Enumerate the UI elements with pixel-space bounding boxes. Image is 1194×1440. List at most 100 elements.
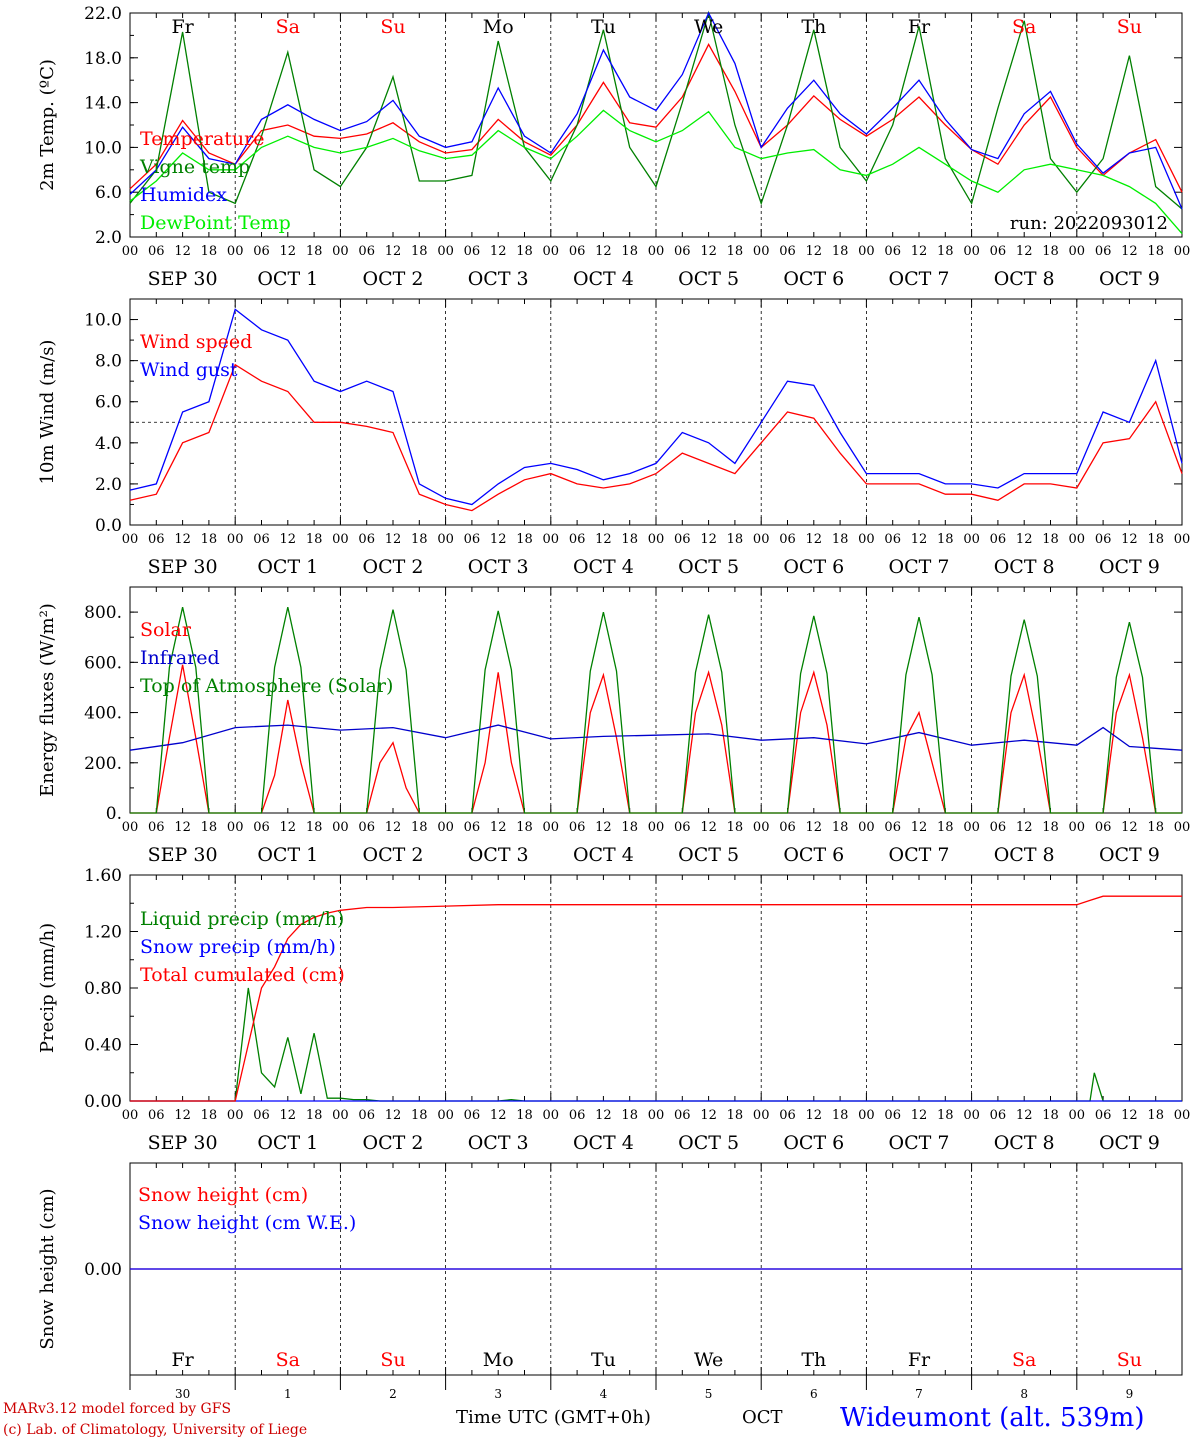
hour-tick-label: 18 — [727, 244, 744, 259]
hour-tick-label: 18 — [1042, 244, 1059, 259]
legend-entry: Temperature — [140, 128, 264, 150]
y-tick-label: 0.40 — [84, 1036, 122, 1056]
hour-tick-label: 12 — [1121, 532, 1138, 547]
hour-tick-label: 18 — [306, 820, 323, 835]
hour-tick-label: 00 — [1174, 244, 1191, 259]
hour-tick-label: 00 — [648, 1108, 665, 1123]
hour-tick-label: 06 — [884, 820, 901, 835]
day-number: 1 — [284, 1387, 292, 1401]
hour-tick-label: 18 — [937, 820, 954, 835]
day-number: 7 — [915, 1387, 923, 1401]
hour-tick-label: 12 — [700, 820, 717, 835]
hour-tick-label: 12 — [174, 244, 191, 259]
hour-tick-label: 06 — [464, 820, 481, 835]
series-line-2 — [129, 724, 1183, 751]
hour-tick-label: 06 — [253, 1108, 270, 1123]
date-label: OCT 3 — [468, 556, 529, 578]
hour-tick-label: 06 — [884, 1108, 901, 1123]
hour-tick-label: 06 — [779, 244, 796, 259]
legend-entry: Solar — [140, 619, 192, 641]
day-label-top: Mo — [483, 16, 514, 38]
hour-tick-label: 00 — [437, 532, 454, 547]
day-of-week-labels: Fr Fr 30 Sa Sa 1 Su Su 2 Mo Mo 3 Tu Tu 4 We We 5 Th Th 6 Fr Fr… — [129, 16, 1142, 1401]
hour-tick-label: 18 — [937, 244, 954, 259]
hour-tick-label: 06 — [253, 244, 270, 259]
hour-tick-label: 00 — [332, 532, 349, 547]
hour-tick-label: 18 — [201, 244, 218, 259]
legend-entry: DewPoint Temp — [140, 212, 291, 234]
date-label: OCT 8 — [994, 844, 1055, 866]
hour-tick-label: 12 — [385, 244, 402, 259]
hour-tick-label: 00 — [437, 1108, 454, 1123]
day-number: 3 — [494, 1387, 502, 1401]
hour-tick-label: 06 — [148, 244, 165, 259]
hour-tick-label: 12 — [280, 532, 297, 547]
date-label: OCT 4 — [573, 556, 634, 578]
hour-tick-label: 18 — [411, 244, 428, 259]
day-label-bottom: Fr — [171, 1349, 194, 1371]
y-tick-label: 14.0 — [84, 94, 122, 114]
legend-entry: Humidex — [140, 184, 227, 206]
hour-tick-label: 00 — [963, 820, 980, 835]
hour-tick-label: 00 — [1069, 1108, 1086, 1123]
hour-tick-label: 00 — [753, 1108, 770, 1123]
hour-tick-label: 06 — [253, 820, 270, 835]
hour-tick-label: 06 — [990, 244, 1007, 259]
hour-tick-label: 18 — [306, 532, 323, 547]
hour-tick-label: 00 — [1069, 820, 1086, 835]
footer: MARv3.12 model forced by GFS (c) Lab. of… — [3, 1401, 1144, 1438]
hour-tick-label: 18 — [727, 532, 744, 547]
hour-tick-label: 18 — [1147, 1108, 1164, 1123]
y-tick-label: 22.0 — [84, 4, 122, 24]
hour-tick-label: 06 — [148, 820, 165, 835]
hour-tick-label: 12 — [174, 1108, 191, 1123]
hour-tick-label: 12 — [385, 820, 402, 835]
day-label-bottom: Mo — [483, 1349, 514, 1371]
hour-tick-label: 00 — [227, 532, 244, 547]
hour-tick-label: 06 — [779, 820, 796, 835]
day-label-top: Su — [1117, 16, 1142, 38]
hour-tick-label: 18 — [516, 1108, 533, 1123]
hour-tick-label: 06 — [674, 532, 691, 547]
y-tick-label: 6.0 — [95, 183, 122, 203]
hour-tick-label: 12 — [806, 820, 823, 835]
hour-tick-label: 00 — [122, 820, 139, 835]
y-tick-label: 6.0 — [95, 393, 122, 413]
series-line-2 — [129, 10, 1183, 210]
hour-tick-label: 00 — [1069, 532, 1086, 547]
date-label: OCT 1 — [257, 1132, 318, 1154]
panels: 2.06.010.014.018.022.02m Temp. (ºC) Tempe… — [37, 4, 1190, 1401]
hour-tick-label: 00 — [648, 532, 665, 547]
y-tick-label: 600. — [84, 653, 122, 673]
date-label: OCT 6 — [783, 268, 844, 290]
hour-tick-label: 18 — [516, 820, 533, 835]
hour-tick-label: 12 — [1016, 1108, 1033, 1123]
hour-tick-label: 06 — [674, 820, 691, 835]
date-label: OCT 4 — [573, 844, 634, 866]
hour-tick-label: 00 — [543, 820, 560, 835]
y-tick-label: 400. — [84, 704, 122, 724]
date-label: OCT 8 — [994, 268, 1055, 290]
hour-tick-label: 00 — [543, 532, 560, 547]
day-label-top: We — [694, 16, 723, 38]
day-label-bottom: Tu — [591, 1349, 616, 1371]
hour-tick-label: 06 — [1095, 820, 1112, 835]
hour-tick-label: 00 — [122, 244, 139, 259]
hour-tick-label: 18 — [832, 1108, 849, 1123]
date-label: OCT 3 — [468, 1132, 529, 1154]
y-tick-label: 0.00 — [84, 1092, 122, 1112]
hour-tick-label: 18 — [621, 244, 638, 259]
hour-tick-label: 00 — [437, 244, 454, 259]
hour-tick-label: 12 — [700, 244, 717, 259]
panel-1: 2.0 6.0 10.0 14.0 18.0 22.0 2m Temp. (ºC) Tempe… — [37, 4, 1190, 290]
hour-tick-label: 00 — [753, 532, 770, 547]
hour-tick-label: 00 — [858, 532, 875, 547]
day-label-bottom: Sa — [1012, 1349, 1036, 1371]
date-label: OCT 6 — [783, 844, 844, 866]
hour-tick-label: 00 — [122, 532, 139, 547]
model-credit: MARv3.12 model forced by GFS — [3, 1401, 231, 1417]
y-axis-label: Energy fluxes (W/m²) — [37, 603, 58, 797]
hour-tick-label: 06 — [358, 1108, 375, 1123]
day-label-top: Su — [380, 16, 405, 38]
